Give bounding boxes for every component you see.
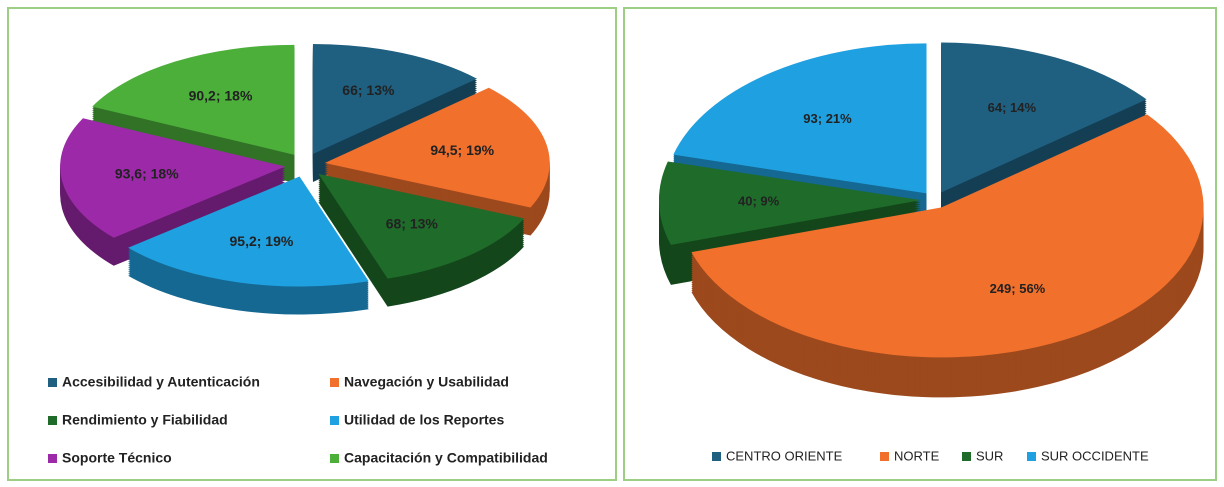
slice	[318, 173, 525, 279]
legend-swatch	[712, 452, 721, 461]
legend-label: Soporte Técnico	[62, 450, 172, 466]
slice	[324, 87, 550, 208]
legend-swatch	[962, 452, 971, 461]
legend-label: SUR OCCIDENTE	[1041, 448, 1149, 463]
slice	[92, 44, 295, 155]
data-label: 64; 14%	[988, 100, 1037, 115]
legend-label: NORTE	[894, 448, 940, 463]
slice	[128, 176, 369, 287]
data-label: 93; 21%	[803, 111, 852, 126]
legend-swatch	[330, 416, 339, 425]
legend-swatch	[48, 454, 57, 463]
data-label: 68; 13%	[386, 215, 439, 231]
legend-swatch	[48, 416, 57, 425]
legend-swatch	[330, 454, 339, 463]
data-label: 40; 9%	[738, 194, 780, 209]
legend-swatch	[330, 378, 339, 387]
legend-label: Navegación y Usabilidad	[344, 374, 509, 390]
slice	[659, 161, 922, 245]
legend-label: CENTRO ORIENTE	[726, 448, 843, 463]
legend-label: Rendimiento y Fiabilidad	[62, 412, 228, 428]
legend-swatch	[880, 452, 889, 461]
legend-label: SUR	[976, 448, 1003, 463]
data-label: 94,5; 19%	[430, 142, 494, 158]
slice	[691, 114, 1204, 358]
legend-swatch	[48, 378, 57, 387]
slice	[312, 43, 478, 154]
legend-label: Capacitación y Compatibilidad	[344, 450, 548, 466]
data-label: 249; 56%	[990, 281, 1046, 296]
legend-label: Utilidad de los Reportes	[344, 412, 504, 428]
legend-swatch	[1027, 452, 1036, 461]
data-label: 93,6; 18%	[115, 166, 179, 182]
legend-label: Accesibilidad y Autenticación	[62, 374, 260, 390]
data-label: 90,2; 18%	[189, 88, 253, 104]
data-label: 95,2; 19%	[230, 233, 294, 249]
slice	[60, 118, 286, 238]
slice	[673, 43, 927, 194]
data-label: 66; 13%	[342, 82, 395, 98]
slice	[941, 42, 1147, 193]
